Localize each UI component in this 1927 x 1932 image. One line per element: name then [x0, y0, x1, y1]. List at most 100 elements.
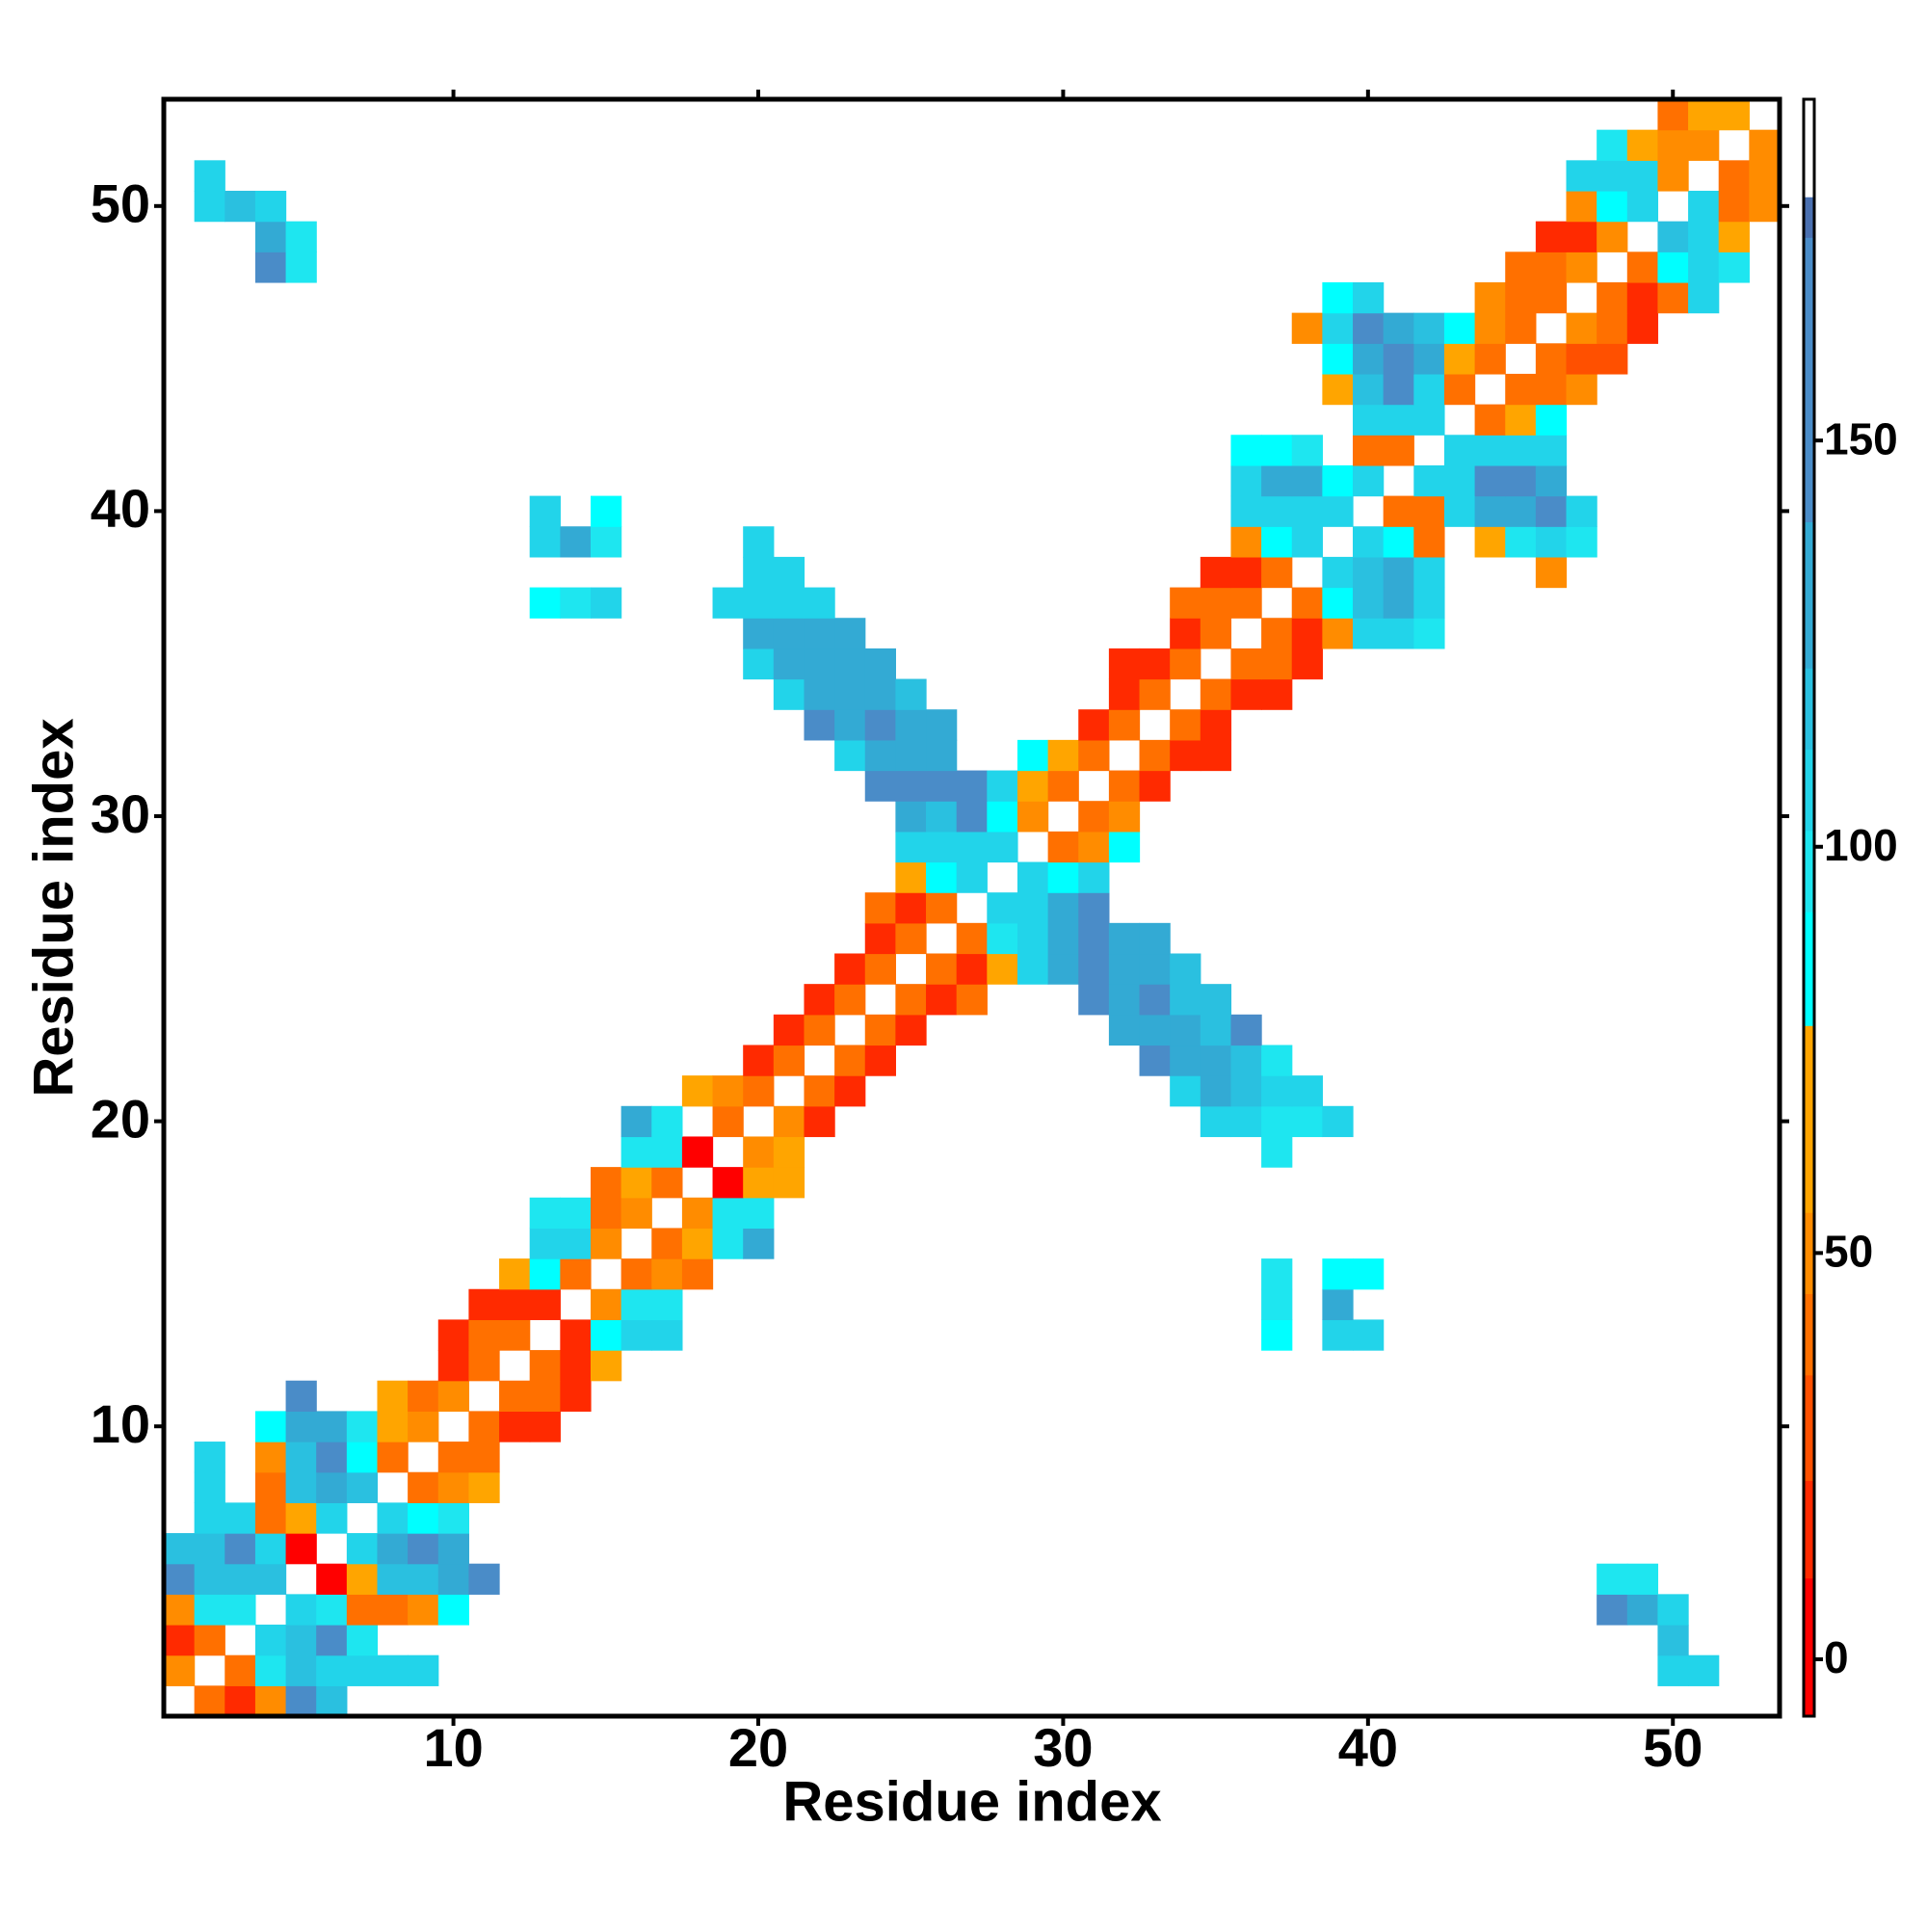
heatmap-cell — [377, 1502, 409, 1534]
colorbar-segment — [1804, 1480, 1814, 1579]
heatmap-cell — [1291, 464, 1323, 497]
heatmap-cell — [1322, 587, 1354, 619]
heatmap-cell — [285, 1411, 317, 1442]
heatmap-cell — [285, 1471, 317, 1503]
heatmap-cell — [468, 1442, 500, 1473]
heatmap-cell — [437, 1533, 470, 1565]
heatmap-cell — [164, 1563, 196, 1595]
heatmap-cell — [1505, 312, 1537, 344]
colorbar-segment — [1804, 237, 1814, 522]
heatmap-cell — [1597, 343, 1628, 375]
heatmap-cell — [926, 801, 958, 833]
heatmap-cell — [956, 984, 988, 1016]
heatmap-cell — [1657, 129, 1689, 161]
colorbar-segment — [1804, 521, 1814, 669]
heatmap-cell — [1413, 495, 1445, 527]
heatmap-cell — [316, 1563, 348, 1595]
heatmap-cell — [437, 1594, 470, 1626]
heatmap-cell — [194, 1625, 225, 1656]
heatmap-cell — [437, 1380, 470, 1412]
heatmap-cell — [254, 1685, 287, 1717]
heatmap-cell — [529, 1380, 561, 1412]
heatmap-cell — [1200, 1075, 1232, 1107]
heatmap-cell — [1474, 464, 1506, 497]
heatmap-cell — [1261, 1136, 1293, 1168]
heatmap-cell — [1230, 1075, 1262, 1107]
heatmap-cell — [1291, 1105, 1323, 1138]
heatmap-cell — [864, 953, 896, 985]
heatmap-cell — [773, 678, 805, 710]
heatmap-cell — [560, 1228, 592, 1259]
heatmap-cell — [620, 1167, 652, 1199]
heatmap-cell — [1322, 281, 1354, 314]
heatmap-cell — [346, 1442, 379, 1473]
heatmap-cell — [712, 1105, 744, 1138]
heatmap-cell — [1139, 984, 1171, 1016]
heatmap-cell — [590, 1288, 622, 1321]
heatmap-cell — [1291, 526, 1323, 558]
heatmap-cell — [560, 587, 592, 619]
heatmap-cell — [1108, 709, 1141, 741]
heatmap-cell — [316, 1411, 348, 1442]
heatmap-cell — [1383, 343, 1414, 375]
heatmap-cell — [468, 1563, 500, 1595]
heatmap-cell — [773, 1045, 805, 1076]
heatmap-cell — [1413, 587, 1445, 619]
heatmap-cell — [224, 1563, 256, 1595]
heatmap-cell — [987, 953, 1018, 985]
heatmap-cell — [1291, 435, 1323, 466]
heatmap-cell — [1200, 618, 1232, 649]
heatmap-cell — [1505, 404, 1537, 436]
heatmap-cell — [1108, 1014, 1141, 1046]
heatmap-cell — [408, 1471, 439, 1503]
heatmap-cell — [316, 1625, 348, 1656]
heatmap-cell — [1322, 373, 1354, 406]
x-axis-title: Residue index — [782, 1770, 1161, 1833]
heatmap-cell — [1047, 739, 1079, 772]
heatmap-cell — [1749, 160, 1781, 192]
heatmap-cell — [1443, 312, 1476, 344]
heatmap-cell — [194, 1502, 225, 1534]
heatmap-cell — [1474, 435, 1506, 466]
heatmap-cell — [254, 1654, 287, 1686]
heatmap-cell — [1657, 281, 1689, 314]
heatmap-cell — [1261, 435, 1293, 466]
heatmap-cell — [1170, 709, 1201, 741]
heatmap-cell — [316, 1442, 348, 1473]
heatmap-cell — [254, 1471, 287, 1503]
heatmap-cell — [1443, 495, 1476, 527]
heatmap-cell — [1443, 464, 1476, 497]
colorbar-segment — [1804, 197, 1814, 238]
heatmap-cell — [1718, 190, 1750, 223]
heatmap-cell — [254, 1442, 287, 1473]
heatmap-cell — [408, 1654, 439, 1686]
heatmap-cell — [1261, 526, 1293, 558]
heatmap-cells — [164, 99, 1781, 1717]
heatmap-cell — [1230, 435, 1262, 466]
heatmap-cell — [743, 1045, 775, 1076]
heatmap-cell — [590, 587, 622, 619]
heatmap-cell — [834, 739, 866, 772]
heatmap-cell — [1139, 1045, 1171, 1076]
colorbar-segment — [1804, 99, 1814, 198]
heatmap-cell — [468, 1288, 500, 1321]
heatmap-cell — [1413, 526, 1445, 558]
heatmap-cell — [864, 709, 896, 741]
heatmap-cell — [1383, 312, 1414, 344]
heatmap-cell — [1474, 312, 1506, 344]
heatmap-cell — [834, 709, 866, 741]
heatmap-cell — [194, 1563, 225, 1595]
heatmap-cell — [1353, 373, 1385, 406]
heatmap-cell — [926, 770, 958, 802]
x-tick-label: 40 — [1338, 1717, 1398, 1778]
heatmap-cell — [437, 1350, 470, 1382]
heatmap-cell — [987, 831, 1018, 863]
heatmap-cell — [1078, 831, 1110, 863]
heatmap-cell — [1047, 770, 1079, 802]
heatmap-cell — [1383, 618, 1414, 649]
heatmap-cell — [1016, 861, 1049, 893]
heatmap-cell — [743, 1167, 775, 1199]
heatmap-cell — [1566, 373, 1597, 406]
heatmap-cell — [743, 1136, 775, 1168]
